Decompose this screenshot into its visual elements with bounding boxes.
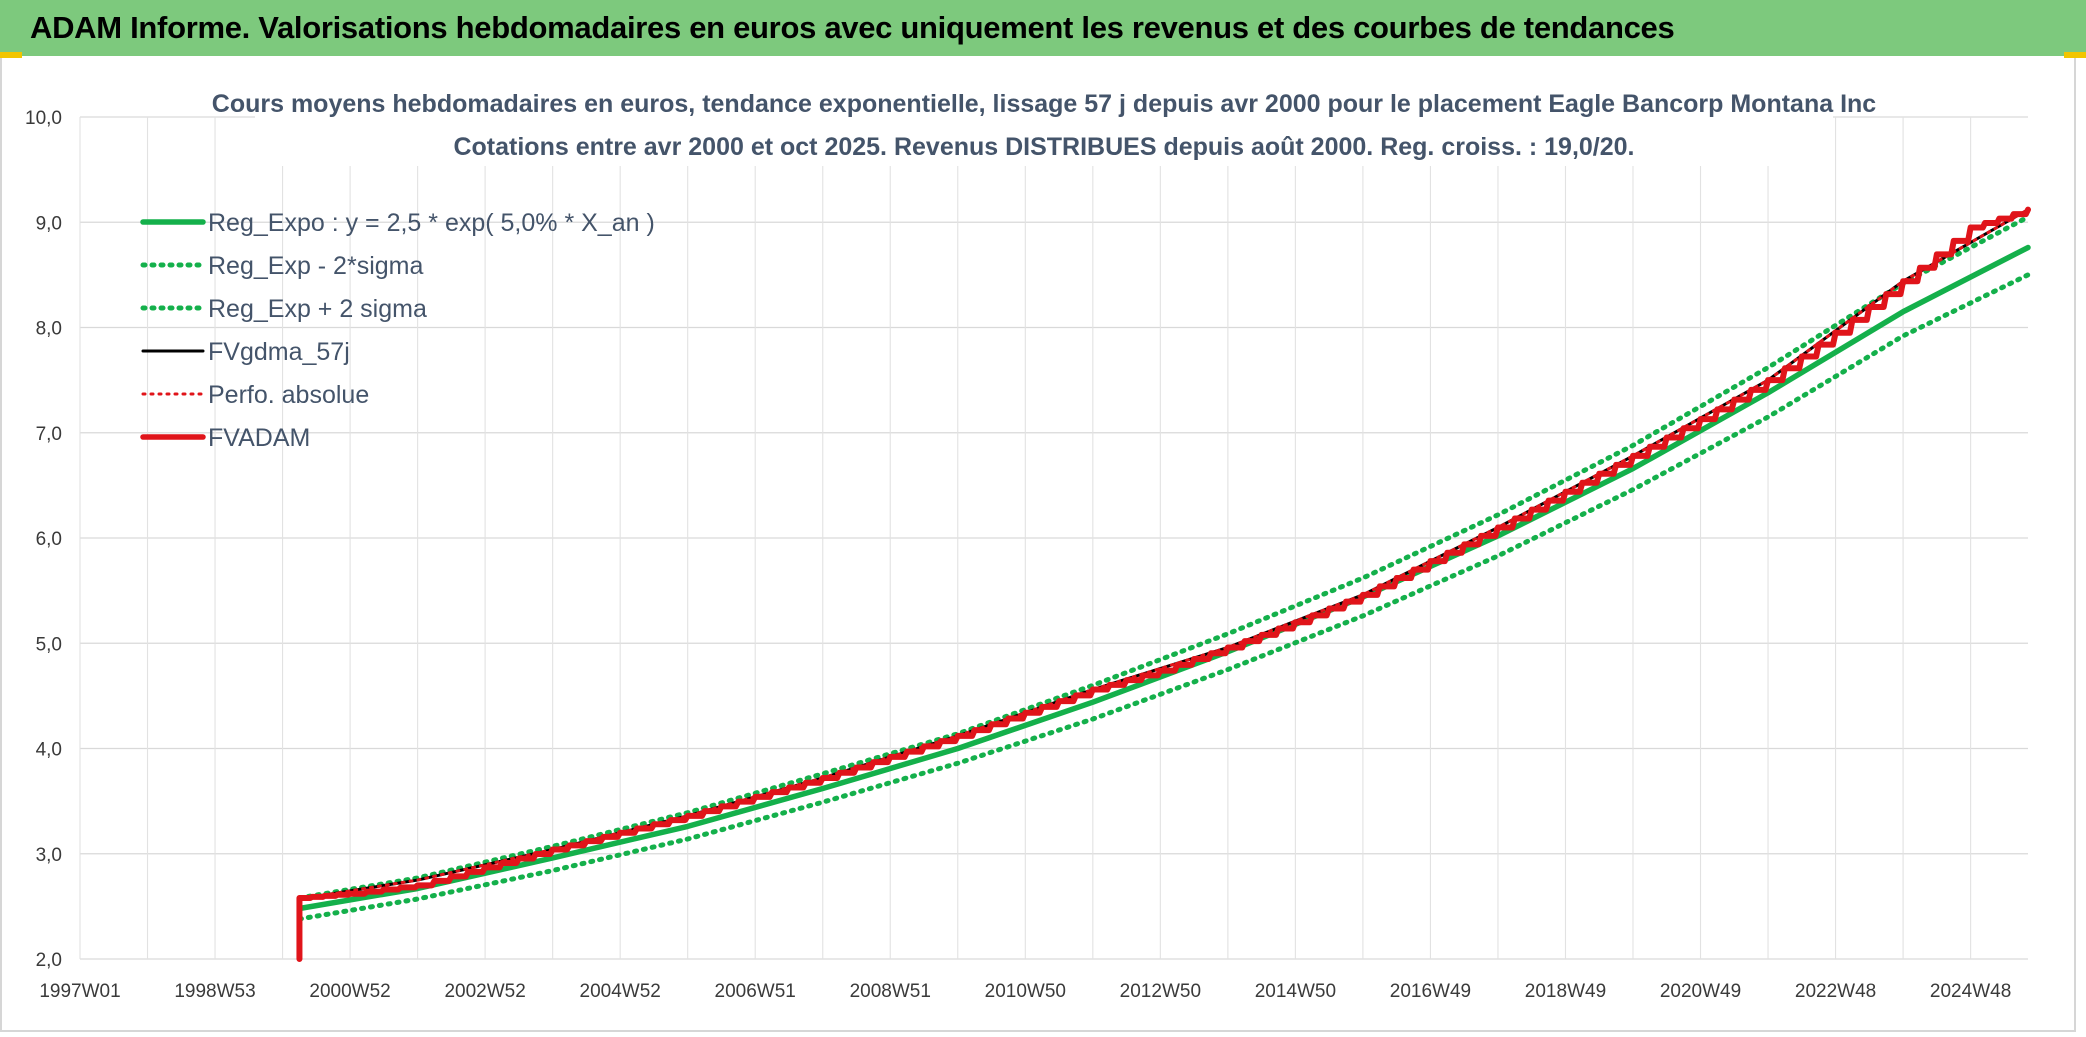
x-tick-label: 2012W50 xyxy=(1120,981,1201,1002)
y-axis-ticks: 2,0 3,0 4,0 5,0 6,0 7,0 8,0 9,0 10,0 xyxy=(25,108,62,971)
y-tick-label: 9,0 xyxy=(36,213,62,234)
chart-title: Cours moyens hebdomadaires en euros, ten… xyxy=(212,90,1877,118)
x-tick-label: 2020W49 xyxy=(1660,981,1741,1002)
y-tick-label: 10,0 xyxy=(25,108,62,129)
x-tick-label: 2022W48 xyxy=(1795,981,1876,1002)
y-tick-label: 6,0 xyxy=(36,529,62,550)
x-axis-ticks: 1997W01 1998W53 2000W52 2002W52 2004W52 2006W… xyxy=(39,981,2011,1002)
x-tick-label: 2006W51 xyxy=(715,981,796,1002)
y-tick-label: 5,0 xyxy=(36,634,62,655)
legend-label: Perfo. absolue xyxy=(208,381,369,409)
y-tick-label: 8,0 xyxy=(36,319,62,340)
y-tick-label: 2,0 xyxy=(36,950,62,971)
corner-accent-left xyxy=(0,52,22,58)
corner-accent-right xyxy=(2064,52,2086,58)
x-tick-label: 2016W49 xyxy=(1390,981,1471,1002)
x-tick-label: 2000W52 xyxy=(309,981,390,1002)
x-tick-label: 2004W52 xyxy=(580,981,661,1002)
x-tick-label: 1997W01 xyxy=(39,981,120,1002)
chart-subtitle: Cotations entre avr 2000 et oct 2025. Re… xyxy=(453,133,1634,161)
y-tick-label: 7,0 xyxy=(36,424,62,445)
x-tick-label: 2018W49 xyxy=(1525,981,1606,1002)
x-tick-label: 2008W51 xyxy=(850,981,931,1002)
x-tick-label: 2014W50 xyxy=(1255,981,1336,1002)
series-layer xyxy=(296,206,2031,962)
legend-label: FVADAM xyxy=(208,424,310,452)
y-tick-label: 3,0 xyxy=(36,845,62,866)
legend-label: Reg_Exp + 2 sigma xyxy=(208,295,427,323)
title-backdrop xyxy=(255,110,1833,166)
x-tick-label: 2002W52 xyxy=(444,981,525,1002)
series-line-2 xyxy=(296,272,2031,922)
x-tick-label: 1998W53 xyxy=(174,981,255,1002)
series-line-3 xyxy=(296,214,2031,901)
y-tick-label: 4,0 xyxy=(36,740,62,761)
x-tick-label: 2010W50 xyxy=(985,981,1066,1002)
legend-label: Reg_Expo : y = 2,5 * exp( 5,0% * X_an ) xyxy=(208,209,655,237)
legend-label: FVgdma_57j xyxy=(208,338,350,366)
series-line-6 xyxy=(296,206,2031,962)
x-tick-label: 2024W48 xyxy=(1930,981,2011,1002)
legend: Reg_Expo : y = 2,5 * exp( 5,0% * X_an ) R… xyxy=(140,209,655,452)
plot-background xyxy=(70,116,2048,1002)
legend-label: Reg_Exp - 2*sigma xyxy=(208,252,423,280)
banner-title: ADAM Informe. Valorisations hebdomadaire… xyxy=(0,0,2086,56)
gridlines xyxy=(79,116,2028,960)
